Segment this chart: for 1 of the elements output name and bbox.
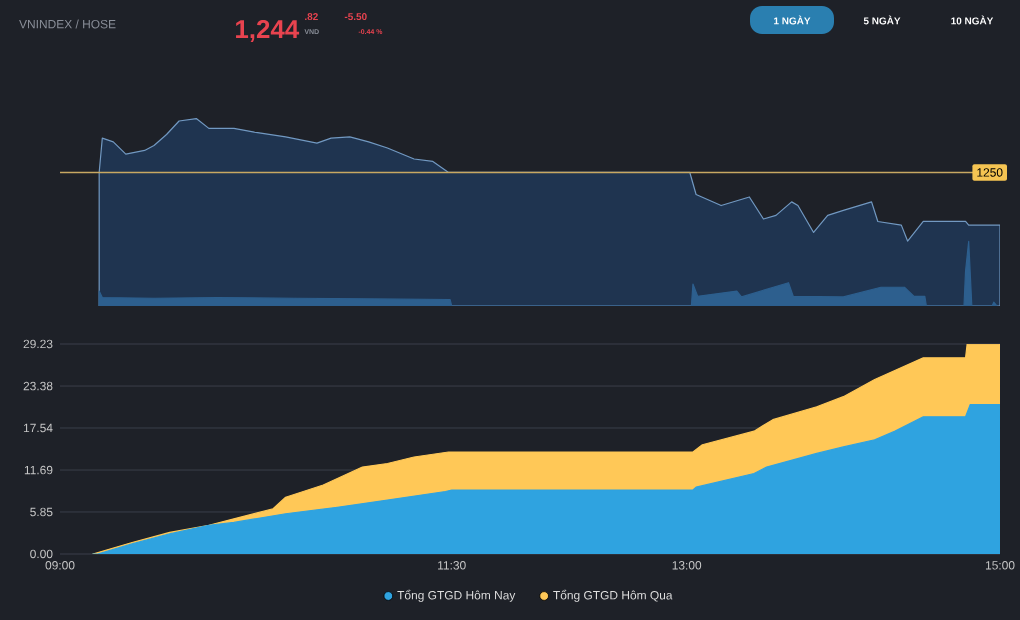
text: 1,244: [236, 19, 300, 42]
